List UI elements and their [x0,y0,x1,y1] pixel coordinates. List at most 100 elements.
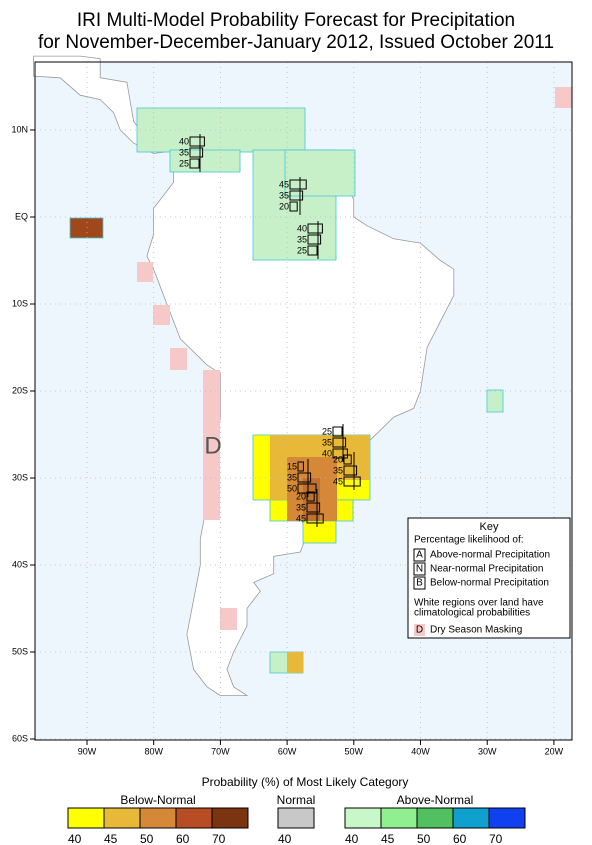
tercile-box [332,448,348,459]
legend-group-name: Normal [277,793,316,807]
title-line: for November-December-January 2012, Issu… [38,32,554,53]
tercile-label: 35 [322,437,332,447]
legend-swatch [67,807,105,829]
legend-label: 60 [453,832,467,845]
mask-letter: D [204,432,221,459]
tercile-box [189,147,204,158]
latitude-label: 60S [12,733,28,743]
shaded-cell [555,87,572,108]
shaded-cell [284,149,356,197]
tercile-label: 40 [179,136,189,146]
key-letter: N [416,564,423,575]
tercile-box [343,454,352,465]
longitude-label: 50W [345,746,364,756]
key-mask-letter: D [416,625,423,636]
latitude-label: 10N [11,124,28,134]
shaded-cell [153,305,170,325]
legend-swatch [488,807,526,829]
longitude-label: 40W [411,746,430,756]
legend-label: 45 [104,832,118,845]
tercile-box [307,223,323,234]
tercile-label: 35 [279,190,289,200]
key-letter: B [416,578,423,589]
tercile-box [306,502,321,513]
tercile-label: 15 [287,461,297,471]
tercile-label: 50 [287,483,297,493]
legend-swatch [344,807,382,829]
legend-swatch [175,807,213,829]
tercile-label: 35 [179,147,189,157]
legend-title: Probability (%) of Most Likely Category [202,775,409,789]
tercile-box [306,513,324,524]
tercile-label: 25 [322,426,332,436]
legend-group-name: Above-Normal [397,793,474,807]
tercile-box [297,461,304,472]
tercile-label: 20 [333,454,343,464]
tercile-label: 35 [287,472,297,482]
shaded-cell [169,149,241,173]
legend-label: 40 [68,832,82,845]
tercile-box [332,437,347,448]
key-mask-text: Dry Season Masking [430,625,522,636]
longitude-label: 70W [211,746,230,756]
shaded-cell [287,652,303,673]
title-line: IRI Multi-Model Probability Forecast for… [77,10,515,31]
key-letter-box [413,562,426,576]
legend-swatch [103,807,141,829]
tercile-label: 35 [333,465,343,475]
latitude-label: EQ [15,211,28,221]
key-letter-box [413,576,426,590]
tercile-label: 20 [296,491,306,501]
legend-label: 60 [176,832,190,845]
tercile-box [306,491,315,502]
key-note: White regions over land have [414,598,544,609]
tercile-label: 20 [279,201,289,211]
longitude-label: 80W [144,746,163,756]
tercile-label: 35 [296,502,306,512]
key-item: Above-normal Precipitation [430,550,550,561]
shaded-cell [220,608,237,630]
tercile-label: 25 [179,158,189,168]
legend-group-name: Below-Normal [120,793,195,807]
legend-label: 70 [212,832,226,845]
tercile-box [297,472,312,483]
key-subtitle: Percentage likelihood of: [414,535,524,546]
tercile-box [307,234,322,245]
longitude-label: 90W [78,746,97,756]
tercile-label: 40 [297,223,307,233]
longitude-label: 20W [545,746,564,756]
legend-label: 40 [278,832,292,845]
latitude-label: 20S [12,385,28,395]
tercile-label: 25 [297,245,307,255]
tercile-box [289,201,298,212]
tercile-box [307,245,318,256]
tercile-label: 35 [297,234,307,244]
key-title: Key [480,521,499,533]
tercile-box [189,158,200,169]
shaded-cell [170,348,187,370]
shaded-cell [69,217,104,239]
tercile-box [289,190,304,201]
tercile-box [189,136,205,147]
legend-swatch [139,807,177,829]
key-item: Near-normal Precipitation [430,564,543,575]
legend-label: 50 [417,832,431,845]
legend-label: 50 [140,832,154,845]
longitude-label: 30W [478,746,497,756]
key-letter: A [416,550,423,561]
key-box [407,517,571,639]
tercile-box [343,465,358,476]
legend-label: 45 [381,832,395,845]
map-frame [34,61,573,741]
latitude-label: 10S [12,298,28,308]
shaded-cell [302,520,337,544]
longitude-label: 60W [278,746,297,756]
shaded-cell [486,389,504,413]
tercile-box [289,179,307,190]
key-mask-swatch [414,624,425,636]
key-item: Below-normal Precipitation [430,578,549,589]
legend-swatch [452,807,490,829]
tercile-label: 45 [296,513,306,523]
tercile-box [343,476,361,487]
